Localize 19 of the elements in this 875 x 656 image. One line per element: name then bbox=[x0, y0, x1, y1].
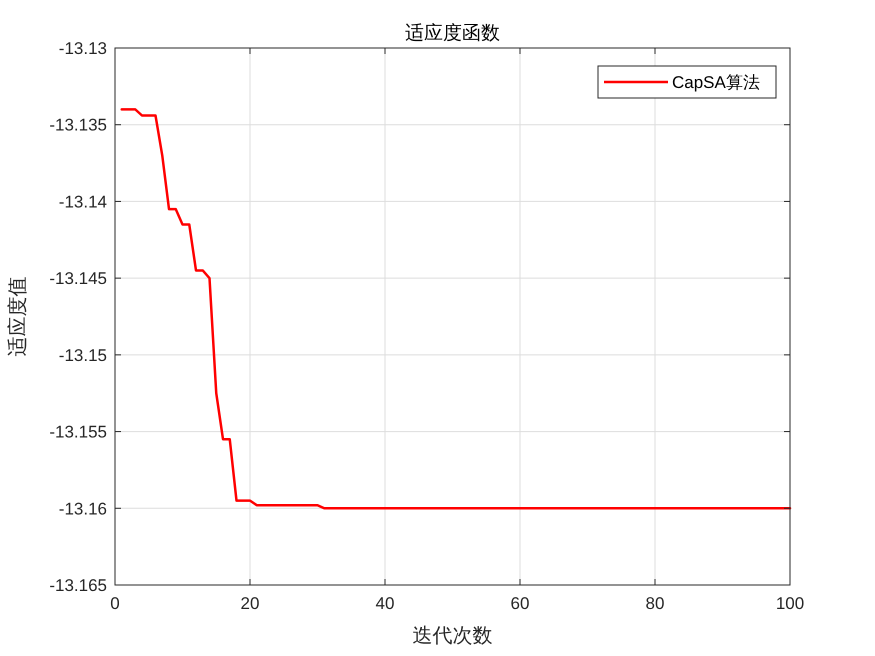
y-tick-label: -13.15 bbox=[58, 346, 107, 365]
line-series bbox=[120, 108, 792, 510]
x-tick-label: 80 bbox=[646, 594, 664, 613]
x-tick-label: 60 bbox=[510, 594, 530, 613]
y-tick-label: -13.145 bbox=[49, 269, 107, 288]
x-axis-title: 迭代次数 bbox=[412, 625, 492, 647]
x-tick-label: 100 bbox=[776, 594, 804, 613]
chart-title: 适应度函数 bbox=[405, 22, 500, 44]
x-tick-label: 20 bbox=[240, 594, 260, 613]
y-tick-label: -13.13 bbox=[58, 39, 107, 58]
y-tick-label: -13.165 bbox=[49, 576, 107, 595]
y-tick-label: -13.16 bbox=[58, 499, 107, 518]
x-tick-label: 0 bbox=[110, 594, 120, 613]
y-tick-label: -13.14 bbox=[58, 192, 107, 212]
legend-label: CapSA算法 bbox=[672, 73, 760, 92]
y-axis-title: 适应度值 bbox=[7, 276, 29, 356]
x-tick-label: 40 bbox=[376, 594, 394, 613]
y-tick-label: -13.135 bbox=[49, 116, 107, 135]
y-tick-label: -13.155 bbox=[49, 422, 107, 442]
